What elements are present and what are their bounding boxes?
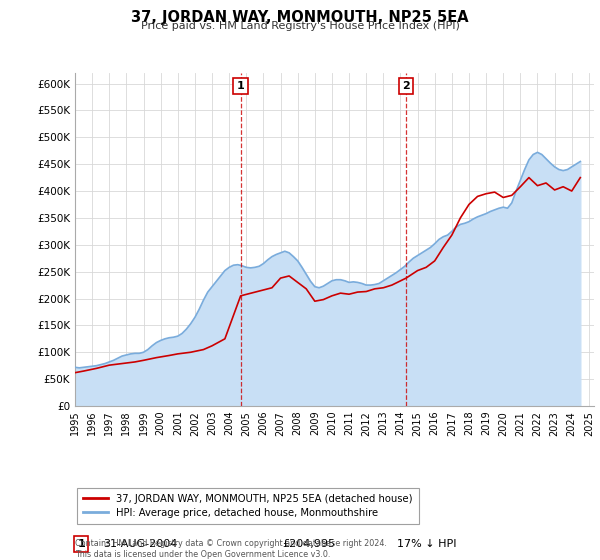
Text: 1: 1 xyxy=(77,539,85,549)
Text: 2: 2 xyxy=(402,81,410,91)
Text: 31-AUG-2004: 31-AUG-2004 xyxy=(104,539,178,549)
Text: Price paid vs. HM Land Registry's House Price Index (HPI): Price paid vs. HM Land Registry's House … xyxy=(140,21,460,31)
Text: 1: 1 xyxy=(237,81,245,91)
Text: 37, JORDAN WAY, MONMOUTH, NP25 5EA: 37, JORDAN WAY, MONMOUTH, NP25 5EA xyxy=(131,10,469,25)
Text: 17% ↓ HPI: 17% ↓ HPI xyxy=(397,539,456,549)
Legend: 37, JORDAN WAY, MONMOUTH, NP25 5EA (detached house), HPI: Average price, detache: 37, JORDAN WAY, MONMOUTH, NP25 5EA (deta… xyxy=(77,488,419,524)
Text: £204,995: £204,995 xyxy=(283,539,336,549)
Text: Contains HM Land Registry data © Crown copyright and database right 2024.
This d: Contains HM Land Registry data © Crown c… xyxy=(75,539,387,559)
